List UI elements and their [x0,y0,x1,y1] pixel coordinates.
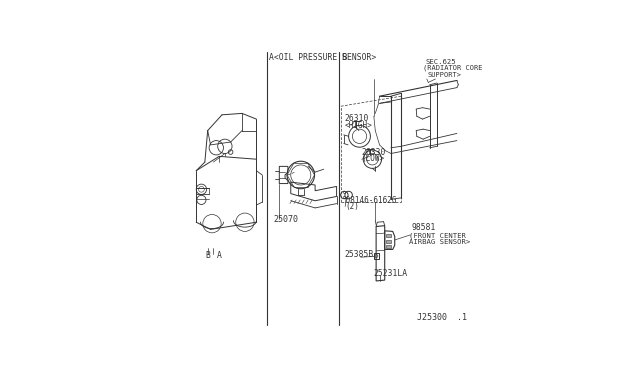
Text: A: A [218,251,222,260]
Text: 25231LA: 25231LA [374,269,408,278]
Bar [387,240,391,243]
Text: (2): (2) [345,202,359,211]
Bar [387,246,391,248]
Text: A<OIL PRESSURE SENSOR>: A<OIL PRESSURE SENSOR> [269,53,376,62]
Text: °: ° [342,191,347,200]
Text: °08146-6162G: °08146-6162G [342,196,397,205]
Text: (FRONT CENTER: (FRONT CENTER [409,232,466,238]
Text: 26330: 26330 [361,148,385,157]
Bar [387,234,391,237]
Text: AIRBAG SENSOR>: AIRBAG SENSOR> [409,239,470,245]
Text: B: B [342,53,347,62]
Text: (LOW>: (LOW> [361,154,384,163]
Text: SUPPORT>: SUPPORT> [428,72,461,78]
Text: J25300  .1: J25300 .1 [417,314,467,323]
Text: 25070: 25070 [273,215,299,224]
Text: 26310: 26310 [344,115,369,124]
Text: 25385B: 25385B [344,250,374,260]
Text: (RADIATOR CORE: (RADIATOR CORE [423,65,483,71]
Text: <HIGH>: <HIGH> [344,121,372,130]
Text: 98581: 98581 [411,223,435,232]
Text: SEC.625: SEC.625 [426,59,456,65]
Text: B: B [206,251,211,260]
